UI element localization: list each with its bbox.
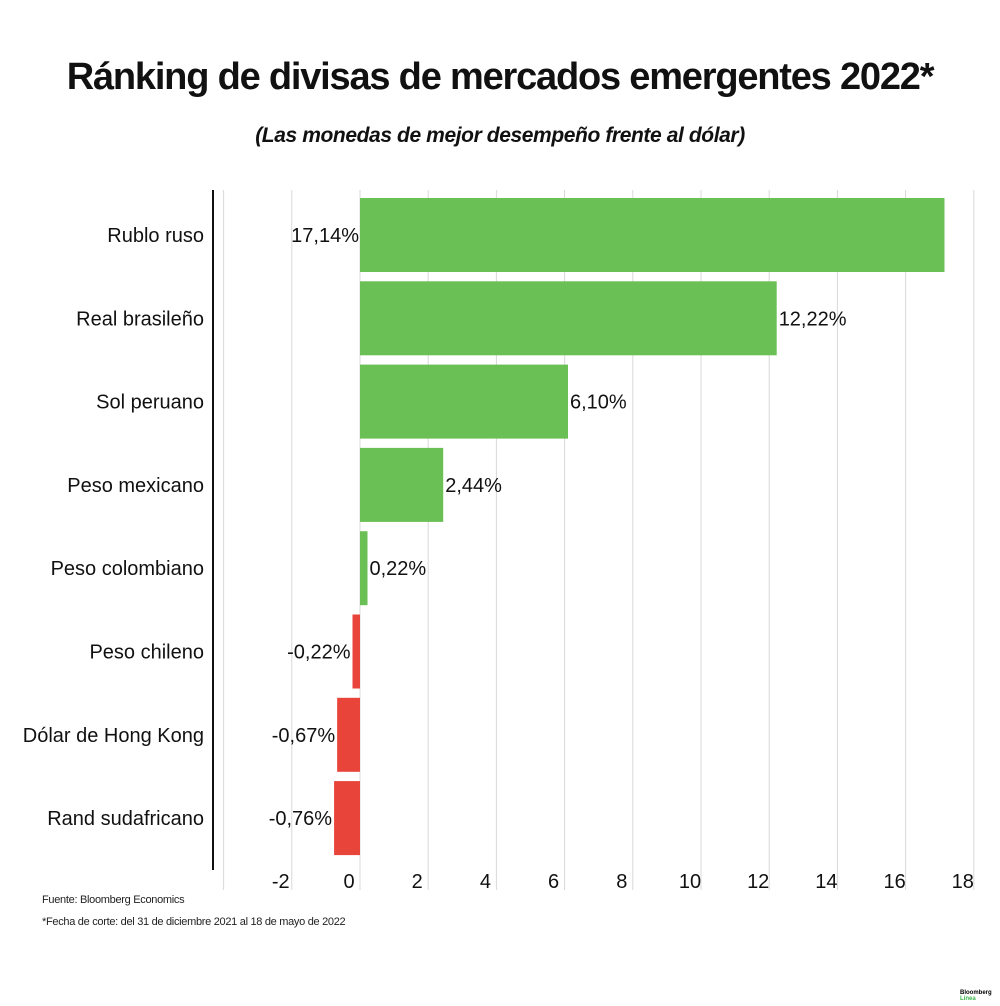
x-tick-label: 8 — [616, 871, 627, 893]
data-label: 0,22% — [370, 558, 427, 580]
x-tick-label: 0 — [343, 871, 354, 893]
category-label: Peso chileno — [89, 642, 204, 664]
bloomberg-linea-logo: Bloomberg Línea — [960, 990, 992, 1002]
data-label: -0,76% — [269, 808, 333, 830]
category-label: Peso colombiano — [51, 558, 204, 580]
category-label: Dólar de Hong Kong — [23, 725, 204, 747]
bar — [360, 531, 368, 606]
category-label: Rublo ruso — [107, 225, 204, 247]
x-tick-label: 14 — [815, 871, 837, 893]
category-label: Peso mexicano — [67, 475, 204, 497]
x-tick-label: 10 — [679, 871, 701, 893]
x-tick-label: 6 — [548, 871, 559, 893]
logo-line1: Bloomberg — [960, 990, 992, 996]
logo-line2: Línea — [960, 996, 976, 1002]
category-label: Real brasileño — [76, 308, 204, 330]
data-label: 12,22% — [779, 308, 847, 330]
x-tick-label: 18 — [952, 871, 974, 893]
date-note: *Fecha de corte: del 31 de diciembre 202… — [42, 916, 346, 928]
bar — [352, 614, 360, 689]
bar — [337, 697, 360, 772]
data-label: 2,44% — [445, 475, 502, 497]
category-label: Sol peruano — [96, 392, 204, 414]
data-label: 6,10% — [570, 392, 627, 414]
category-label: Rand sudafricano — [47, 808, 204, 830]
source-note: Fuente: Bloomberg Economics — [42, 894, 185, 906]
bar — [360, 447, 444, 522]
x-tick-label: 16 — [883, 871, 905, 893]
x-tick-label: 2 — [412, 871, 423, 893]
bar — [334, 781, 360, 856]
chart-title: Ránking de divisas de mercados emergente… — [66, 56, 935, 98]
x-tick-label: 4 — [480, 871, 491, 893]
data-label: -0,67% — [272, 725, 336, 747]
chart-subtitle: (Las monedas de mejor desempeño frente a… — [255, 124, 745, 147]
data-label: 17,14% — [291, 225, 359, 247]
bar — [360, 281, 777, 356]
x-tick-label: 12 — [747, 871, 769, 893]
x-tick-label: -2 — [272, 871, 290, 893]
bar — [360, 364, 569, 439]
data-label: -0,22% — [287, 642, 351, 664]
bar — [360, 198, 945, 272]
